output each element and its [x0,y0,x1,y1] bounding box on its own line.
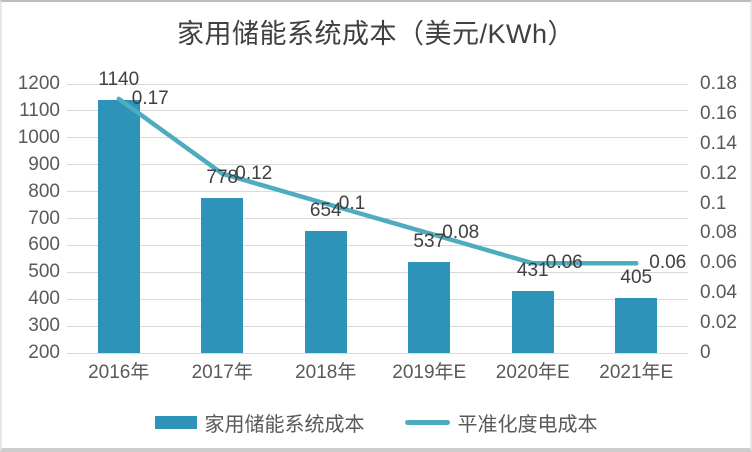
bar-value-label: 405 [620,266,653,288]
chart-title: 家用储能系统成本（美元/KWh） [176,19,575,49]
y-axis-tick-label: 200 [28,342,60,363]
x-axis-tick-label: 2019年E [392,362,467,383]
bar-value-label: 778 [206,166,239,188]
gridline [67,110,688,112]
line-value-label: 0.08 [442,222,480,244]
x-axis-tick-label: 2017年 [191,362,253,383]
x-axis-tick-label: 2018年 [295,362,357,383]
y-axis-tick-label: 300 [28,315,60,337]
legend-item-bar-series: 家用储能系统成本 [154,408,365,437]
gridline [67,137,688,139]
bar [97,100,140,353]
gridline [67,298,688,300]
bar [408,262,451,353]
gridline [67,352,688,354]
legend: 家用储能系统成本 平准化度电成本 [2,408,750,437]
y-axis-tick-label: 1200 [17,73,60,94]
y-axis-tick-label: 600 [28,234,60,256]
bar [615,297,658,353]
line-value-label: 0.12 [235,162,273,184]
y-axis-tick-label: 500 [28,261,60,283]
y2-axis-tick-label: 0.04 [700,282,737,304]
y2-axis-tick-label: 0.14 [700,132,737,154]
line-value-label: 0.06 [649,252,687,274]
line-value-label: 0.06 [545,252,583,274]
y-axis-tick-label: 800 [28,180,60,202]
bar-value-label: 654 [309,199,342,221]
legend-bar-swatch [154,416,197,429]
plot-area: 1140 778 654 537 431 405 0.17 0.12 0.1 0.08 0.06 0.… [67,69,688,354]
line-value-label: 0.1 [338,192,366,214]
bar-value-label: 1140 [98,69,140,91]
legend-line-label: 平准化度电成本 [457,414,598,436]
y2-axis-tick-label: 0.02 [700,312,737,334]
y2-axis-tick-label: 0 [700,342,711,363]
gridline [67,83,688,85]
y-axis-tick-label: 900 [28,153,60,175]
y2-axis-tick-label: 0.18 [700,73,737,94]
gridline [67,164,688,166]
y-axis-tick-label: 700 [28,207,60,229]
y2-axis-tick-label: 0.1 [700,192,727,214]
line-value-label: 0.17 [131,87,169,109]
bar-value-label: 537 [413,231,446,253]
bar [511,290,554,353]
bar [201,197,244,353]
legend-line-swatch [404,420,450,425]
gridline [67,191,688,193]
y-axis-tick-label: 400 [28,288,60,310]
y-axis-tick-label: 1100 [19,99,60,121]
y2-axis-tick-label: 0.06 [700,252,737,274]
y2-axis-tick-label: 0.08 [700,222,737,244]
y2-axis-tick-label: 0.12 [700,162,737,184]
x-axis-tick-label: 2016年 [88,362,150,383]
gridline [67,325,688,327]
trend-line [116,96,639,266]
x-axis-tick-label: 2020年E [495,362,570,383]
legend-bar-label: 家用储能系统成本 [204,414,365,436]
gridline [67,244,688,246]
gridline [67,271,688,273]
legend-item-line-series: 平准化度电成本 [404,408,598,437]
line-series-svg [116,96,639,266]
bar-value-label: 431 [516,259,549,281]
bar [304,230,347,353]
y2-axis-tick-label: 0.16 [700,102,737,124]
x-axis-tick-label: 2021年E [599,362,674,383]
y-axis-tick-label: 1000 [17,126,60,148]
